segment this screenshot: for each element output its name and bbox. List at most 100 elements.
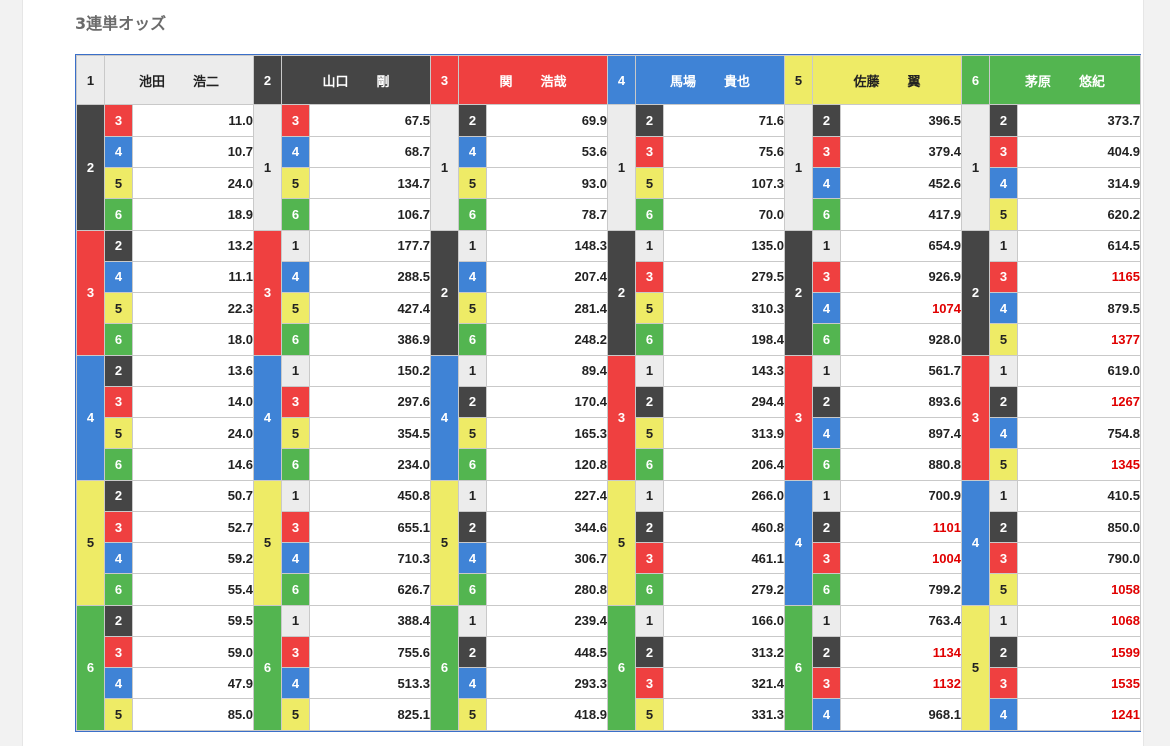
odds-value: 70.0 <box>663 198 785 231</box>
third-place-cell: 6 <box>635 573 664 606</box>
odds-row: 3 59.0 3 755.6 2 448.5 2 313.2 2 1134 2 1599 <box>77 635 1141 669</box>
third-place-cell: 2 <box>104 604 133 637</box>
third-place-cell: 3 <box>812 135 841 168</box>
third-place-cell: 3 <box>812 260 841 294</box>
third-place-cell: 6 <box>281 448 310 481</box>
third-place-cell: 3 <box>989 667 1018 700</box>
boat-number-header: 6 <box>961 54 990 106</box>
racer-name-header: 馬場 貴也 <box>635 54 785 106</box>
odds-value: 1599 <box>1017 635 1141 669</box>
third-place-cell: 5 <box>104 417 133 450</box>
odds-row: 4 59.2 4 710.3 4 306.7 3 461.1 3 1004 3 790.0 <box>77 542 1141 575</box>
odds-value: 306.7 <box>486 542 608 575</box>
odds-value: 354.5 <box>309 417 431 450</box>
odds-value: 410.5 <box>1017 479 1141 512</box>
odds-value: 24.0 <box>132 417 254 450</box>
second-place-cell: 3 <box>607 354 636 481</box>
odds-value: 248.2 <box>486 323 608 356</box>
third-place-cell: 3 <box>281 104 310 137</box>
odds-value: 314.9 <box>1017 166 1141 200</box>
third-place-cell: 4 <box>281 667 310 700</box>
odds-value: 75.6 <box>663 135 785 168</box>
odds-value: 396.5 <box>840 104 962 137</box>
odds-value: 417.9 <box>840 198 962 231</box>
third-place-cell: 6 <box>635 323 664 356</box>
racer-surname: 池田 <box>138 73 165 89</box>
odds-value: 1267 <box>1017 385 1141 419</box>
odds-value: 344.6 <box>486 510 608 544</box>
odds-value: 404.9 <box>1017 135 1141 168</box>
odds-value: 89.4 <box>486 354 608 387</box>
odds-value: 47.9 <box>132 667 254 700</box>
third-place-cell: 5 <box>989 323 1018 356</box>
odds-value: 148.3 <box>486 229 608 262</box>
third-place-cell: 1 <box>635 479 664 512</box>
third-place-cell: 6 <box>458 323 487 356</box>
odds-value: 1345 <box>1017 448 1141 481</box>
third-place-cell: 3 <box>812 542 841 575</box>
third-place-cell: 2 <box>812 510 841 544</box>
odds-value: 850.0 <box>1017 510 1141 544</box>
boat-number-header: 5 <box>784 54 813 106</box>
third-place-cell: 4 <box>104 260 133 294</box>
second-place-cell: 4 <box>961 479 990 606</box>
odds-value: 165.3 <box>486 417 608 450</box>
odds-row: 6 2 59.5 6 1 388.4 6 1 239.4 6 1 166.0 6 1 763.4 5 1 1068 <box>76 604 1141 732</box>
odds-row: 5 2 50.7 5 1 450.8 5 1 227.4 5 1 266.0 4 1 700.9 4 1 410.… <box>76 479 1141 606</box>
third-place-cell: 2 <box>635 635 664 669</box>
third-place-cell: 6 <box>812 198 841 231</box>
third-place-cell: 2 <box>458 385 487 419</box>
odds-value: 461.1 <box>663 542 785 575</box>
third-place-cell: 5 <box>458 698 487 731</box>
second-place-cell: 2 <box>784 229 813 356</box>
third-place-cell: 6 <box>458 198 487 231</box>
racer-name-header: 佐藤 翼 <box>812 54 962 106</box>
odds-value: 107.3 <box>663 166 785 200</box>
boat-number-header: 1 <box>76 54 105 106</box>
third-place-cell: 3 <box>989 260 1018 294</box>
odds-value: 166.0 <box>663 604 785 637</box>
second-place-cell: 6 <box>253 604 282 732</box>
third-place-cell: 6 <box>812 573 841 606</box>
third-place-cell: 5 <box>635 292 664 325</box>
second-place-cell: 3 <box>784 354 813 481</box>
odds-value: 379.4 <box>840 135 962 168</box>
odds-value: 313.9 <box>663 417 785 450</box>
odds-value: 710.3 <box>309 542 431 575</box>
odds-value: 968.1 <box>840 698 962 731</box>
third-place-cell: 6 <box>281 198 310 231</box>
racer-given-name: 浩二 <box>193 73 220 89</box>
odds-value: 1165 <box>1017 260 1141 294</box>
third-place-cell: 2 <box>812 104 841 137</box>
odds-value: 71.6 <box>663 104 785 137</box>
third-place-cell: 1 <box>635 604 664 637</box>
third-place-cell: 4 <box>989 166 1018 200</box>
odds-value: 53.6 <box>486 135 608 168</box>
third-place-cell: 2 <box>989 385 1018 419</box>
third-place-cell: 1 <box>989 229 1018 262</box>
third-place-cell: 5 <box>281 166 310 200</box>
odds-value: 11.1 <box>132 260 254 294</box>
odds-value: 763.4 <box>840 604 962 637</box>
third-place-cell: 1 <box>635 229 664 262</box>
second-place-cell: 6 <box>430 604 459 732</box>
odds-value: 11.0 <box>132 104 254 137</box>
odds-value: 620.2 <box>1017 198 1141 231</box>
third-place-cell: 5 <box>989 198 1018 231</box>
third-place-cell: 5 <box>458 292 487 325</box>
second-place-cell: 5 <box>76 479 105 606</box>
odds-row: 4 2 13.6 4 1 150.2 4 1 89.4 3 1 143.3 3 1 561.7 3 1 619.0 <box>76 354 1141 481</box>
third-place-cell: 3 <box>104 104 133 137</box>
odds-value: 14.6 <box>132 448 254 481</box>
second-place-cell: 6 <box>76 604 105 732</box>
third-place-cell: 4 <box>281 260 310 294</box>
odds-value: 206.4 <box>663 448 785 481</box>
third-place-cell: 1 <box>458 604 487 637</box>
third-place-cell: 4 <box>989 292 1018 325</box>
odds-value: 78.7 <box>486 198 608 231</box>
third-place-cell: 1 <box>812 354 841 387</box>
odds-value: 1535 <box>1017 667 1141 700</box>
odds-value: 1058 <box>1017 573 1141 606</box>
racer-surname: 馬場 <box>669 73 696 89</box>
odds-value: 427.4 <box>309 292 431 325</box>
